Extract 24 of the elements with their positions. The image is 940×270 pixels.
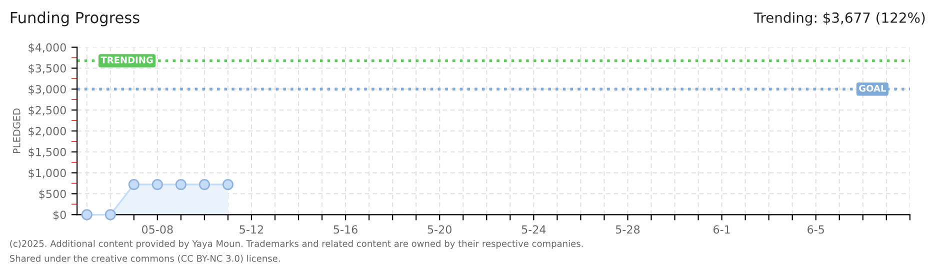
y-axis-title: PLEDGED	[12, 108, 20, 154]
ref-line-label: GOAL	[859, 84, 886, 92]
y-tick-label: $0	[53, 210, 66, 221]
chart-title: Funding Progress	[10, 12, 140, 26]
x-tick-label: 5-20	[428, 225, 452, 234]
y-tick-label: $1,000	[28, 168, 66, 179]
y-tick-label: $1,500	[28, 148, 66, 158]
x-tick-label: 6-1	[714, 225, 730, 234]
y-tick-label: $2,000	[28, 126, 66, 137]
y-tick-label: $500	[39, 190, 66, 200]
y-tick-label: $3,500	[28, 64, 66, 74]
ref-line-label: TRENDING	[100, 56, 153, 64]
x-tick-label: 5-16	[334, 225, 358, 234]
x-tick-label: 5-28	[616, 225, 640, 234]
x-tick-label: 5-12	[240, 225, 263, 234]
y-tick-label: $3,000	[28, 84, 66, 95]
text: (c)2025. Additional content provided by Yaya Moun. Trademarks and related content are owned by their respective companies.	[10, 240, 583, 249]
y-tick-label: $4,000	[28, 43, 66, 54]
x-tick-label: 05-08	[142, 225, 173, 234]
x-tick-label: 6-5	[808, 225, 824, 234]
y-tick-label: $2,500	[28, 106, 66, 116]
x-tick-label: 5-24	[522, 225, 546, 234]
text: Trending: $3,677 (122%)	[754, 12, 925, 26]
text: Shared under the creative commons (CC BY-NC 3.0) license.	[10, 254, 280, 263]
